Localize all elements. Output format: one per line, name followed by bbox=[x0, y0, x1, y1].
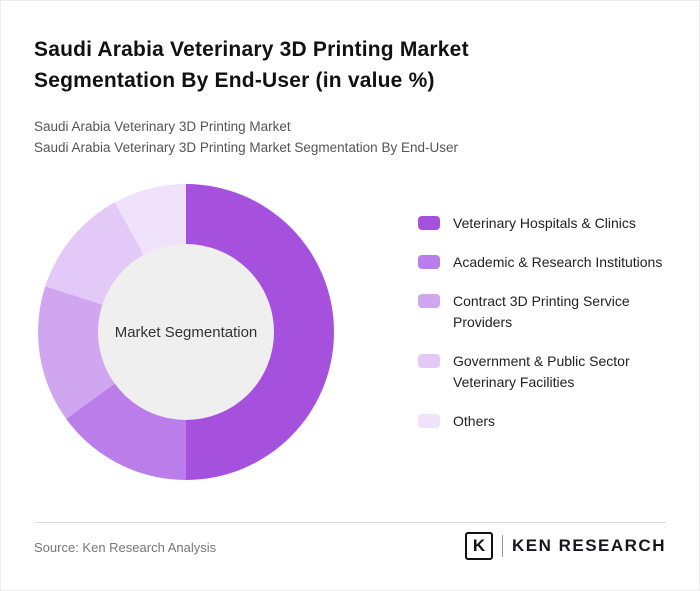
legend-label: Government & Public Sector Veterinary Fa… bbox=[453, 353, 630, 390]
donut-center-label: Market Segmentation bbox=[114, 323, 258, 341]
legend-swatch bbox=[418, 216, 440, 230]
legend-item: Veterinary Hospitals & Clinics bbox=[418, 213, 668, 234]
logo-divider bbox=[501, 535, 503, 557]
logo-text: KEN RESEARCH bbox=[511, 536, 666, 555]
legend-item: Contract 3D Printing Service Providers bbox=[418, 291, 668, 333]
legend-label: Contract 3D Printing Service Providers bbox=[453, 293, 630, 330]
legend-label: Academic & Research Institutions bbox=[453, 254, 663, 270]
footer-divider bbox=[34, 522, 666, 523]
donut-chart: Market Segmentation bbox=[38, 184, 334, 480]
legend-label: Others bbox=[453, 413, 496, 429]
legend-item: Government & Public Sector Veterinary Fa… bbox=[418, 351, 668, 393]
page-title: Saudi Arabia Veterinary 3D Printing Mark… bbox=[34, 38, 469, 92]
logo-k-mark-icon: K bbox=[464, 532, 493, 560]
legend-item: Academic & Research Institutions bbox=[418, 252, 668, 273]
legend-label: Veterinary Hospitals & Clinics bbox=[453, 215, 636, 231]
legend-swatch bbox=[418, 354, 440, 368]
legend-swatch bbox=[418, 294, 440, 308]
donut-hole: Market Segmentation bbox=[98, 244, 274, 420]
subtitle-line-2: Saudi Arabia Veterinary 3D Printing Mark… bbox=[34, 140, 458, 155]
legend-swatch bbox=[418, 414, 440, 428]
chart-legend: Veterinary Hospitals & Clinics Academic &… bbox=[418, 213, 668, 432]
legend-item: Others bbox=[418, 411, 668, 432]
subtitle-line-1: Saudi Arabia Veterinary 3D Printing Mark… bbox=[34, 119, 291, 134]
ken-research-logo: K KEN RESEARCH bbox=[464, 531, 666, 561]
source-text: Source: Ken Research Analysis bbox=[34, 540, 217, 555]
legend-swatch bbox=[418, 255, 440, 269]
